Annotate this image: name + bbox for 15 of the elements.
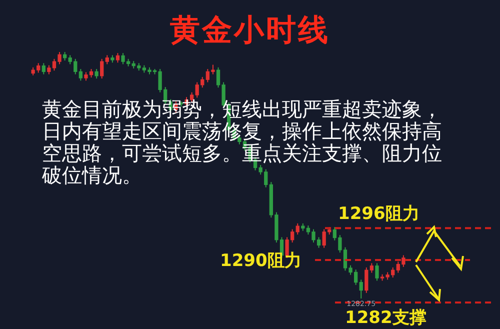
ref-line-label: 1282支撑 xyxy=(345,307,426,329)
candlestick xyxy=(296,222,300,236)
candlestick xyxy=(78,68,83,82)
candlestick xyxy=(370,262,374,274)
candlestick xyxy=(116,52,120,64)
candlestick xyxy=(100,58,104,80)
text: 黄金小时线 xyxy=(169,12,331,50)
ref-line-label: 1290阻力 xyxy=(220,250,302,272)
candlestick xyxy=(94,68,98,80)
candlestick xyxy=(375,262,379,282)
candlestick xyxy=(105,54,109,65)
candlestick xyxy=(42,62,46,75)
candlestick xyxy=(359,279,363,299)
candlestick xyxy=(364,266,368,294)
ref-line-label: 1296阻力 xyxy=(338,203,420,226)
